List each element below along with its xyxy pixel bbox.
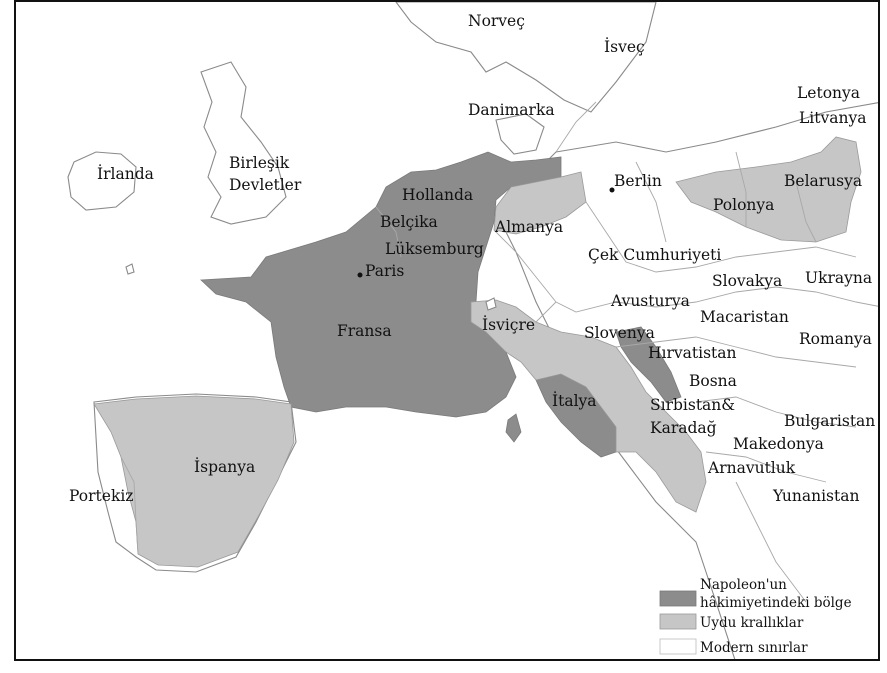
label-danimarka: Danimarka xyxy=(468,101,555,119)
label-slovakya: Slovakya xyxy=(712,272,782,290)
label-irlanda: İrlanda xyxy=(97,165,154,183)
label-fransa: Fransa xyxy=(337,322,392,340)
label-paris: Paris xyxy=(365,262,404,280)
label-romanya: Romanya xyxy=(799,330,872,348)
label-belcika: Belçika xyxy=(380,213,438,231)
map-frame: Norveç İsveç Letonya Litvanya Danimarka … xyxy=(14,0,880,661)
label-karadag: Karadağ xyxy=(650,419,717,437)
label-belarusya: Belarusya xyxy=(784,172,862,190)
label-sirbistan: Sırbistan& xyxy=(650,396,735,414)
label-avusturya: Avusturya xyxy=(610,292,690,310)
land-scandinavia xyxy=(395,2,657,113)
islands xyxy=(125,263,497,311)
legend-swatch-modern xyxy=(659,638,697,655)
label-luksemburg: Lüksemburg xyxy=(385,240,484,258)
legend-label-napoleon-line2: hâkimiyetindeki bölge xyxy=(700,595,852,611)
label-letonya: Letonya xyxy=(797,84,860,102)
legend-swatch-satellite xyxy=(659,613,697,630)
label-portekiz: Portekiz xyxy=(69,487,133,505)
berlin-dot xyxy=(609,187,615,193)
place-labels: Norveç İsveç Letonya Litvanya Danimarka … xyxy=(69,12,875,505)
label-hirvatistan: Hırvatistan xyxy=(648,344,736,362)
label-arnavutluk: Arnavutluk xyxy=(707,459,796,477)
label-isvicre: İsviçre xyxy=(482,316,535,334)
region-corsica xyxy=(505,413,522,443)
label-polonya: Polonya xyxy=(713,196,774,214)
modern-borders xyxy=(120,101,878,603)
region-germany-west xyxy=(493,171,587,235)
label-slovenya: Slovenya xyxy=(584,324,655,342)
region-switzerland-italy xyxy=(470,299,707,513)
region-spain xyxy=(93,395,295,568)
legend-label-modern: Modern sınırlar xyxy=(700,640,808,656)
land-denmark xyxy=(495,113,545,155)
legend-swatch-napoleon xyxy=(659,590,697,607)
label-ispanya: İspanya xyxy=(194,458,255,476)
label-isvec: İsveç xyxy=(604,38,645,56)
label-litvanya: Litvanya xyxy=(799,109,866,127)
label-ukrayna: Ukrayna xyxy=(805,269,872,287)
napoleon-domain xyxy=(200,151,682,458)
region-poland xyxy=(675,136,862,243)
europe-map: Norveç İsveç Letonya Litvanya Danimarka … xyxy=(67,2,878,659)
label-bosna: Bosna xyxy=(689,372,737,390)
label-devletler: Devletler xyxy=(229,176,302,194)
legend-label-satellite: Uydu krallıklar xyxy=(700,615,804,631)
land-ireland xyxy=(67,151,137,211)
label-macaristan: Macaristan xyxy=(700,308,789,326)
label-hollanda: Hollanda xyxy=(402,186,473,204)
label-berlin: Berlin xyxy=(614,172,662,190)
label-italya: İtalya xyxy=(552,392,597,410)
legend-label-napoleon-line1: Napoleon'un xyxy=(700,577,787,593)
label-almanya: Almanya xyxy=(494,218,563,236)
region-dalmatia xyxy=(615,326,682,403)
satellite-kingdoms xyxy=(93,136,862,568)
label-bulgaristan: Bulgaristan xyxy=(784,412,875,430)
label-yunanistan: Yunanistan xyxy=(772,487,859,505)
land-britain xyxy=(200,61,287,225)
paris-dot xyxy=(357,272,363,278)
label-makedonya: Makedonya xyxy=(733,435,824,453)
region-france-lowlands xyxy=(200,151,562,418)
map-legend: Napoleon'un hâkimiyetindeki bölge Uydu k… xyxy=(659,577,852,656)
label-cek-cumhuriyeti: Çek Cumhuriyeti xyxy=(588,246,721,264)
label-norvec: Norveç xyxy=(468,12,525,30)
land-east-europe xyxy=(495,102,878,659)
label-birlesik: Birleşik xyxy=(229,154,290,172)
